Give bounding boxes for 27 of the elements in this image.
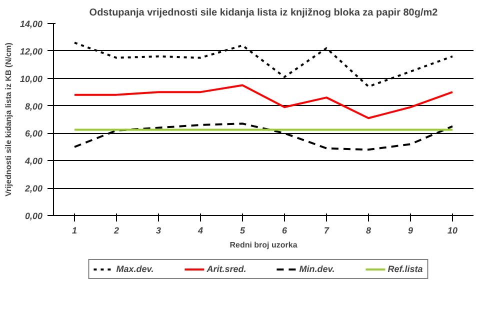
line-series — [74, 122, 454, 151]
x-axis-title: Redni broj uzorka — [230, 240, 298, 250]
y-tick-label: 12,00 — [20, 46, 43, 56]
legend-label: Arit.sred. — [206, 264, 246, 274]
y-tick-label: 2,00 — [24, 184, 43, 194]
x-tick-label: 7 — [324, 226, 330, 236]
x-tick-label: 3 — [156, 226, 162, 236]
x-tick-label: 5 — [240, 226, 246, 236]
y-axis-title: Vrijednosti sile kidanja lista iz KB (N/cm) — [4, 42, 13, 196]
y-tick-label: 0,00 — [24, 211, 43, 221]
line-series — [74, 84, 454, 120]
x-tick-label: 1 — [72, 226, 78, 236]
y-tick-label: 6,00 — [24, 128, 43, 139]
x-tick-label: 9 — [408, 226, 414, 236]
chart-title: Odstupanja vrijednosti sile kidanja lista iz knjižnog bloka za papir 80g/m2 — [89, 8, 438, 18]
x-tick-label: 2 — [112, 226, 120, 236]
y-tick-label: 14,00 — [20, 19, 43, 29]
legend-label: Min.dev. — [299, 264, 335, 274]
y-tick-label: 4,00 — [24, 156, 43, 166]
x-tick-label: 4 — [196, 226, 204, 236]
x-tick-label: 8 — [366, 226, 372, 236]
x-tick-label: 6 — [282, 226, 288, 236]
x-tick-label: 10 — [447, 226, 458, 236]
legend-label: Max.dev. — [116, 264, 154, 274]
y-tick-label: 8,00 — [24, 101, 43, 112]
legend-label: Ref.lista — [388, 264, 423, 274]
y-tick-label: 10,00 — [20, 74, 43, 84]
